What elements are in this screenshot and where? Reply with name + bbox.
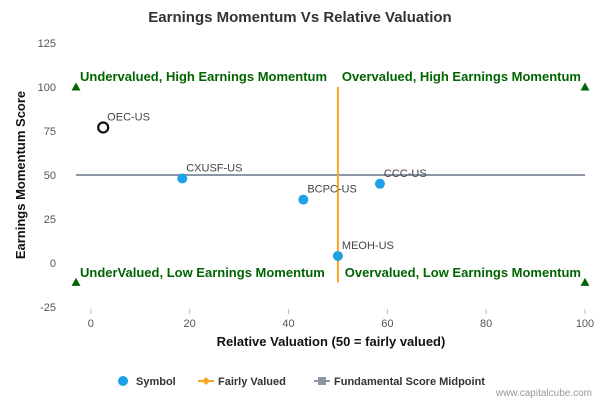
y-tick-label: 100 — [38, 82, 56, 94]
data-points: OEC-US CXUSF-US BCPC-US CCC-US MEOH-US — [97, 111, 427, 261]
data-point-highlighted — [97, 121, 110, 134]
legend-label: Fundamental Score Midpoint — [334, 376, 485, 388]
quadrant-label-top-right: Overvalued, High Earnings Momentum — [342, 69, 581, 84]
y-tick-label: 125 — [38, 38, 56, 50]
chart-title: Earnings Momentum Vs Relative Valuation — [148, 9, 451, 26]
y-tick-label: 75 — [44, 126, 56, 138]
data-point — [298, 194, 309, 205]
corner-marker-triangle — [580, 82, 590, 91]
data-point-label: CCC-US — [384, 168, 427, 180]
y-tick-label: 25 — [44, 214, 56, 226]
legend-item: Fundamental Score Midpoint — [314, 376, 485, 388]
y-tick-label: 0 — [50, 258, 56, 270]
legend-symbol-circle — [118, 376, 128, 386]
credit-text: www.capitalcube.com — [495, 388, 592, 399]
legend-symbol-diamond — [202, 377, 210, 385]
legend-label: Fairly Valued — [218, 376, 286, 388]
x-tick-label: 80 — [480, 318, 492, 330]
data-point — [177, 173, 188, 184]
data-point — [374, 178, 385, 189]
legend-item: Symbol — [118, 376, 176, 388]
legend-symbol-square — [318, 377, 326, 385]
reference-lines — [76, 87, 585, 283]
x-axis-title: Relative Valuation (50 = fairly valued) — [217, 334, 446, 349]
legend-item: Fairly Valued — [198, 376, 286, 388]
data-point-label: MEOH-US — [342, 240, 394, 252]
corner-marker-triangle — [71, 277, 81, 286]
y-axis-ticks: -25 0 25 50 75 100 125 — [38, 38, 56, 314]
data-point-label: CXUSF-US — [186, 163, 242, 175]
y-axis-title: Earnings Momentum Score — [13, 91, 28, 259]
x-tick-label: 60 — [381, 318, 393, 330]
quadrant-label-top-left: Undervalued, High Earnings Momentum — [80, 69, 327, 84]
corner-marker-triangle — [580, 277, 590, 286]
data-point-label: BCPC-US — [307, 184, 357, 196]
x-tick-label: 0 — [88, 318, 94, 330]
y-tick-label: 50 — [44, 170, 56, 182]
y-tick-label: -25 — [40, 302, 56, 314]
x-tick-label: 20 — [184, 318, 196, 330]
x-tick-label: 100 — [576, 318, 594, 330]
x-axis-ticks: 0 20 40 60 80 100 — [88, 309, 594, 330]
corner-markers — [71, 82, 590, 286]
data-point-label: OEC-US — [107, 111, 150, 123]
legend: Symbol Fairly Valued Fundamental Score Mid… — [118, 376, 485, 388]
corner-marker-triangle — [71, 82, 81, 91]
legend-label: Symbol — [136, 376, 176, 388]
data-point — [332, 250, 343, 261]
quadrant-label-bottom-right: Overvalued, Low Earnings Momentum — [345, 265, 581, 280]
quadrant-label-bottom-left: UnderValued, Low Earnings Momentum — [80, 265, 325, 280]
quadrant-labels: Undervalued, High Earnings Momentum Overv… — [80, 69, 581, 280]
x-tick-label: 40 — [282, 318, 294, 330]
